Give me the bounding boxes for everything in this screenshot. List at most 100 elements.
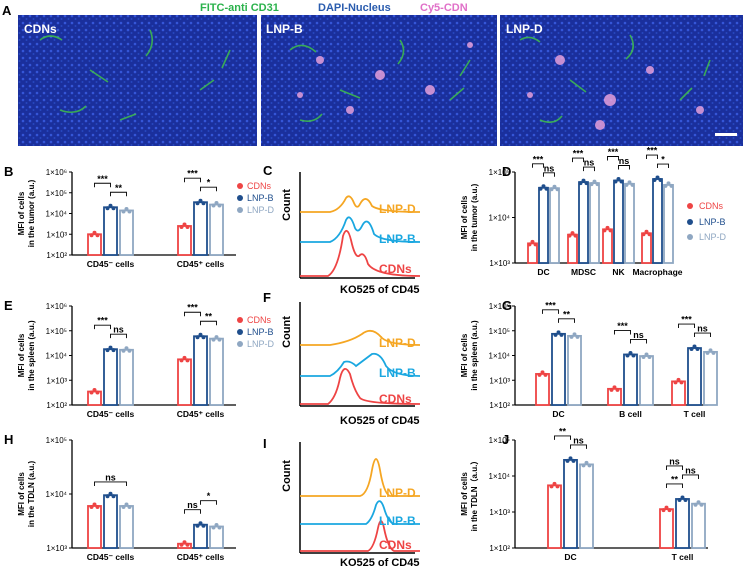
data-point: [572, 332, 577, 337]
legend-label-cdns: CDNs: [699, 201, 723, 211]
bar-lnp-b-1: [675, 498, 690, 549]
bar-lnp-d-3: [663, 184, 674, 264]
data-point: [581, 463, 586, 468]
data-point: [544, 186, 549, 191]
bar-cdns-3: [641, 232, 652, 264]
panel-a: A FITC-anti CD31 DAPI-Nucleus Cy5-CDN CD…: [2, 2, 743, 146]
bar-chart-b: B 1×10² 1×10³ 1×10⁴ 1×10⁵ 1×10⁶ MFI of cells in…: [4, 164, 275, 269]
y-tick-label: 1×10⁵: [46, 327, 67, 336]
stain-label-cy5: Cy5-CDN: [420, 2, 468, 14]
significance-label: *: [207, 178, 211, 188]
data-point: [217, 337, 222, 342]
data-point: [683, 497, 688, 502]
histogram-i: I Count LNP-D LNP-B CDNs KO525 of CD45: [263, 436, 420, 567]
data-point: [568, 456, 573, 461]
data-point: [615, 387, 620, 392]
data-point: [111, 494, 116, 499]
data-point: [214, 335, 219, 340]
bar-lnp-b-2: [687, 347, 702, 406]
data-point: [587, 463, 592, 468]
y-tick-label: 1×10²: [46, 251, 67, 260]
scale-bar: [715, 133, 737, 136]
data-point: [127, 504, 132, 509]
bar-lnp-b-0: [563, 459, 578, 549]
y-tick-label: 1×10⁴: [46, 210, 68, 219]
bar-lnp-b-1: [578, 181, 589, 264]
y-tick-label: 1×10³: [46, 376, 67, 385]
significance-label: *: [207, 491, 211, 501]
y-axis-label: MFI of cells: [17, 472, 26, 516]
data-point: [540, 370, 545, 375]
data-point: [538, 186, 543, 191]
category-label: CD45⁻ cells: [87, 552, 135, 562]
data-point: [589, 182, 594, 187]
legend-marker: [237, 207, 243, 213]
data-point: [575, 334, 580, 339]
data-point: [211, 525, 216, 530]
bar-lnp-d-1: [691, 502, 706, 549]
data-point: [543, 372, 548, 377]
significance-label: ***: [573, 149, 584, 159]
significance-label: ***: [545, 300, 556, 310]
significance-bracket: [542, 309, 559, 314]
category-label: T cell: [684, 409, 706, 419]
stain-label-dapi: DAPI-Nucleus: [318, 2, 391, 14]
significance-label: ***: [187, 303, 198, 313]
bar-lnp-d-0: [119, 348, 134, 406]
data-point: [613, 179, 618, 184]
data-point: [179, 542, 184, 547]
significance-bracket: [666, 483, 683, 488]
y-axis-label: MFI of cells: [17, 191, 26, 235]
bar-lnp-b-0: [551, 332, 566, 406]
significance-bracket: [607, 156, 619, 161]
bar-chart-j: J 1×10² 1×10³ 1×10⁴ 1×10⁵ MFI of cells in the …: [460, 426, 708, 562]
significance-label: ***: [608, 147, 619, 157]
significance-label: ns: [113, 325, 124, 335]
panel-letter-e: E: [4, 298, 13, 313]
y-tick-label: 1×10³: [489, 376, 510, 385]
category-label: CD45⁺ cells: [177, 409, 225, 419]
category-label: NK: [612, 267, 625, 277]
data-point: [537, 372, 542, 377]
bar-lnp-b-0: [103, 206, 118, 256]
stain-label-cd31: FITC-anti CD31: [200, 2, 279, 14]
data-point: [89, 504, 94, 509]
bar-chart-d: D 1×10³ 1×10⁴ 1×10⁵ MFI of cells in the tumor…: [460, 146, 683, 277]
significance-bracket: [543, 172, 555, 177]
micrograph-label-lnpb: LNP-B: [266, 22, 303, 36]
data-point: [198, 521, 203, 526]
y-tick-label: 1×10²: [46, 401, 67, 410]
significance-label: *: [661, 155, 665, 165]
bar-lnp-b-1: [193, 201, 208, 256]
panel-letter-h: H: [4, 432, 13, 447]
data-point: [612, 385, 617, 390]
y-tick-label: 1×10⁵: [489, 168, 510, 177]
bar-lnp-d-0: [549, 187, 560, 264]
y-tick-label: 1×10⁶: [46, 302, 67, 311]
histogram-label-lnpb: LNP-B: [379, 366, 416, 380]
data-point: [669, 183, 674, 188]
legend: CDNs LNP-B LNP-D: [687, 201, 727, 242]
bar-cdns-2: [602, 228, 613, 264]
y-tick-label: 1×10²: [489, 544, 510, 553]
data-point: [124, 206, 129, 211]
legend-marker: [237, 317, 243, 323]
data-point: [185, 542, 190, 547]
bar-cdns-0: [87, 505, 102, 549]
significance-bracket: [200, 320, 217, 326]
bar-lnp-d-1: [209, 337, 224, 406]
significance-bracket: [532, 163, 544, 168]
bar-cdns-0: [535, 373, 550, 406]
bar-cdns-1: [177, 358, 192, 406]
panel-letter-b: B: [4, 164, 13, 179]
data-point: [105, 348, 110, 353]
y-axis-label: MFI of cells: [460, 195, 469, 239]
bar-cdns-0: [547, 484, 562, 549]
bar-lnp-b-1: [623, 353, 638, 406]
legend-label: LNP-B: [247, 327, 274, 337]
histogram-curve-lnpb: [300, 500, 420, 525]
data-point: [680, 495, 685, 500]
data-point: [571, 458, 576, 463]
significance-label: ns: [105, 472, 116, 482]
data-point: [608, 228, 613, 233]
